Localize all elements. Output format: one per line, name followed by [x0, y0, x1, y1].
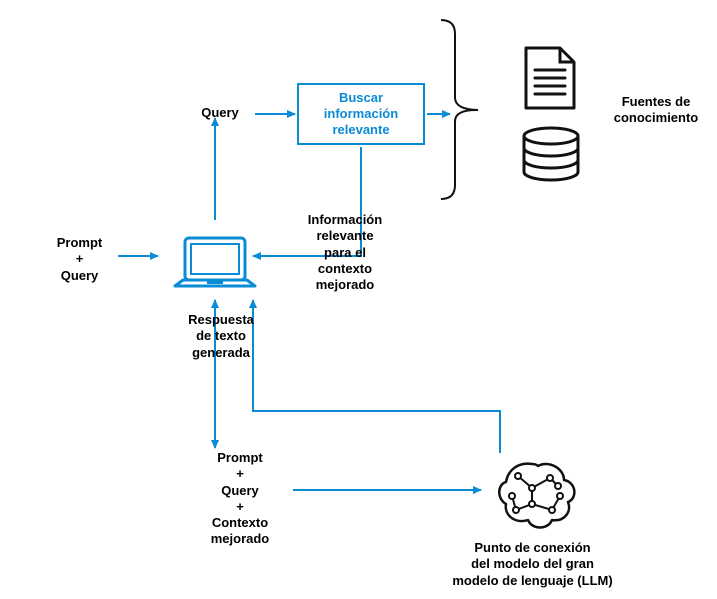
label-llm-endpoint: Punto de conexióndel modelo del granmode…: [430, 540, 635, 589]
database-icon: [524, 128, 578, 180]
document-icon: [526, 48, 574, 108]
knowledge-bracket: [441, 20, 478, 199]
label-query: Query: [190, 105, 250, 121]
label-generated-response: Respuestade textogenerada: [176, 312, 266, 361]
edge-brain-up-to-laptop: [253, 300, 500, 453]
label-prompt-query: Prompt+Query: [42, 235, 117, 284]
search-info-label: Buscarinformaciónrelevante: [324, 90, 398, 139]
brain-circuit-icon: [499, 464, 574, 528]
label-prompt-query-context: Prompt+Query+Contextomejorado: [190, 450, 290, 548]
search-info-box: Buscarinformaciónrelevante: [297, 83, 425, 145]
label-knowledge-sources: Fuentes deconocimiento: [606, 94, 706, 127]
laptop-icon: [175, 238, 255, 286]
label-relevant-info: Informaciónrelevantepara elcontextomejor…: [295, 212, 395, 293]
